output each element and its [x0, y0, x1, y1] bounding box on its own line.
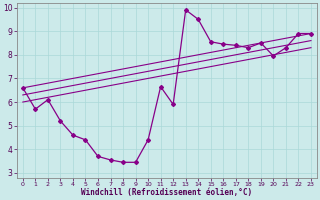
X-axis label: Windchill (Refroidissement éolien,°C): Windchill (Refroidissement éolien,°C): [81, 188, 252, 197]
